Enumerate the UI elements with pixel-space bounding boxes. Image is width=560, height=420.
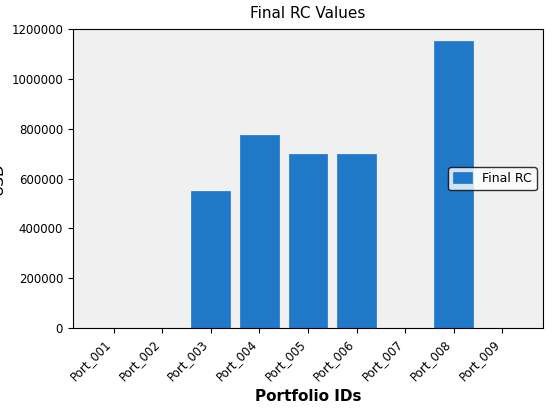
Title: Final RC Values: Final RC Values (250, 6, 366, 21)
Bar (192, 191, 230, 328)
Bar (337, 155, 376, 328)
Legend: Final RC: Final RC (449, 167, 537, 190)
Y-axis label: USD: USD (0, 162, 6, 195)
Bar (435, 41, 473, 328)
Bar (288, 155, 328, 328)
X-axis label: Portfolio IDs: Portfolio IDs (255, 388, 361, 404)
Bar (240, 135, 279, 328)
